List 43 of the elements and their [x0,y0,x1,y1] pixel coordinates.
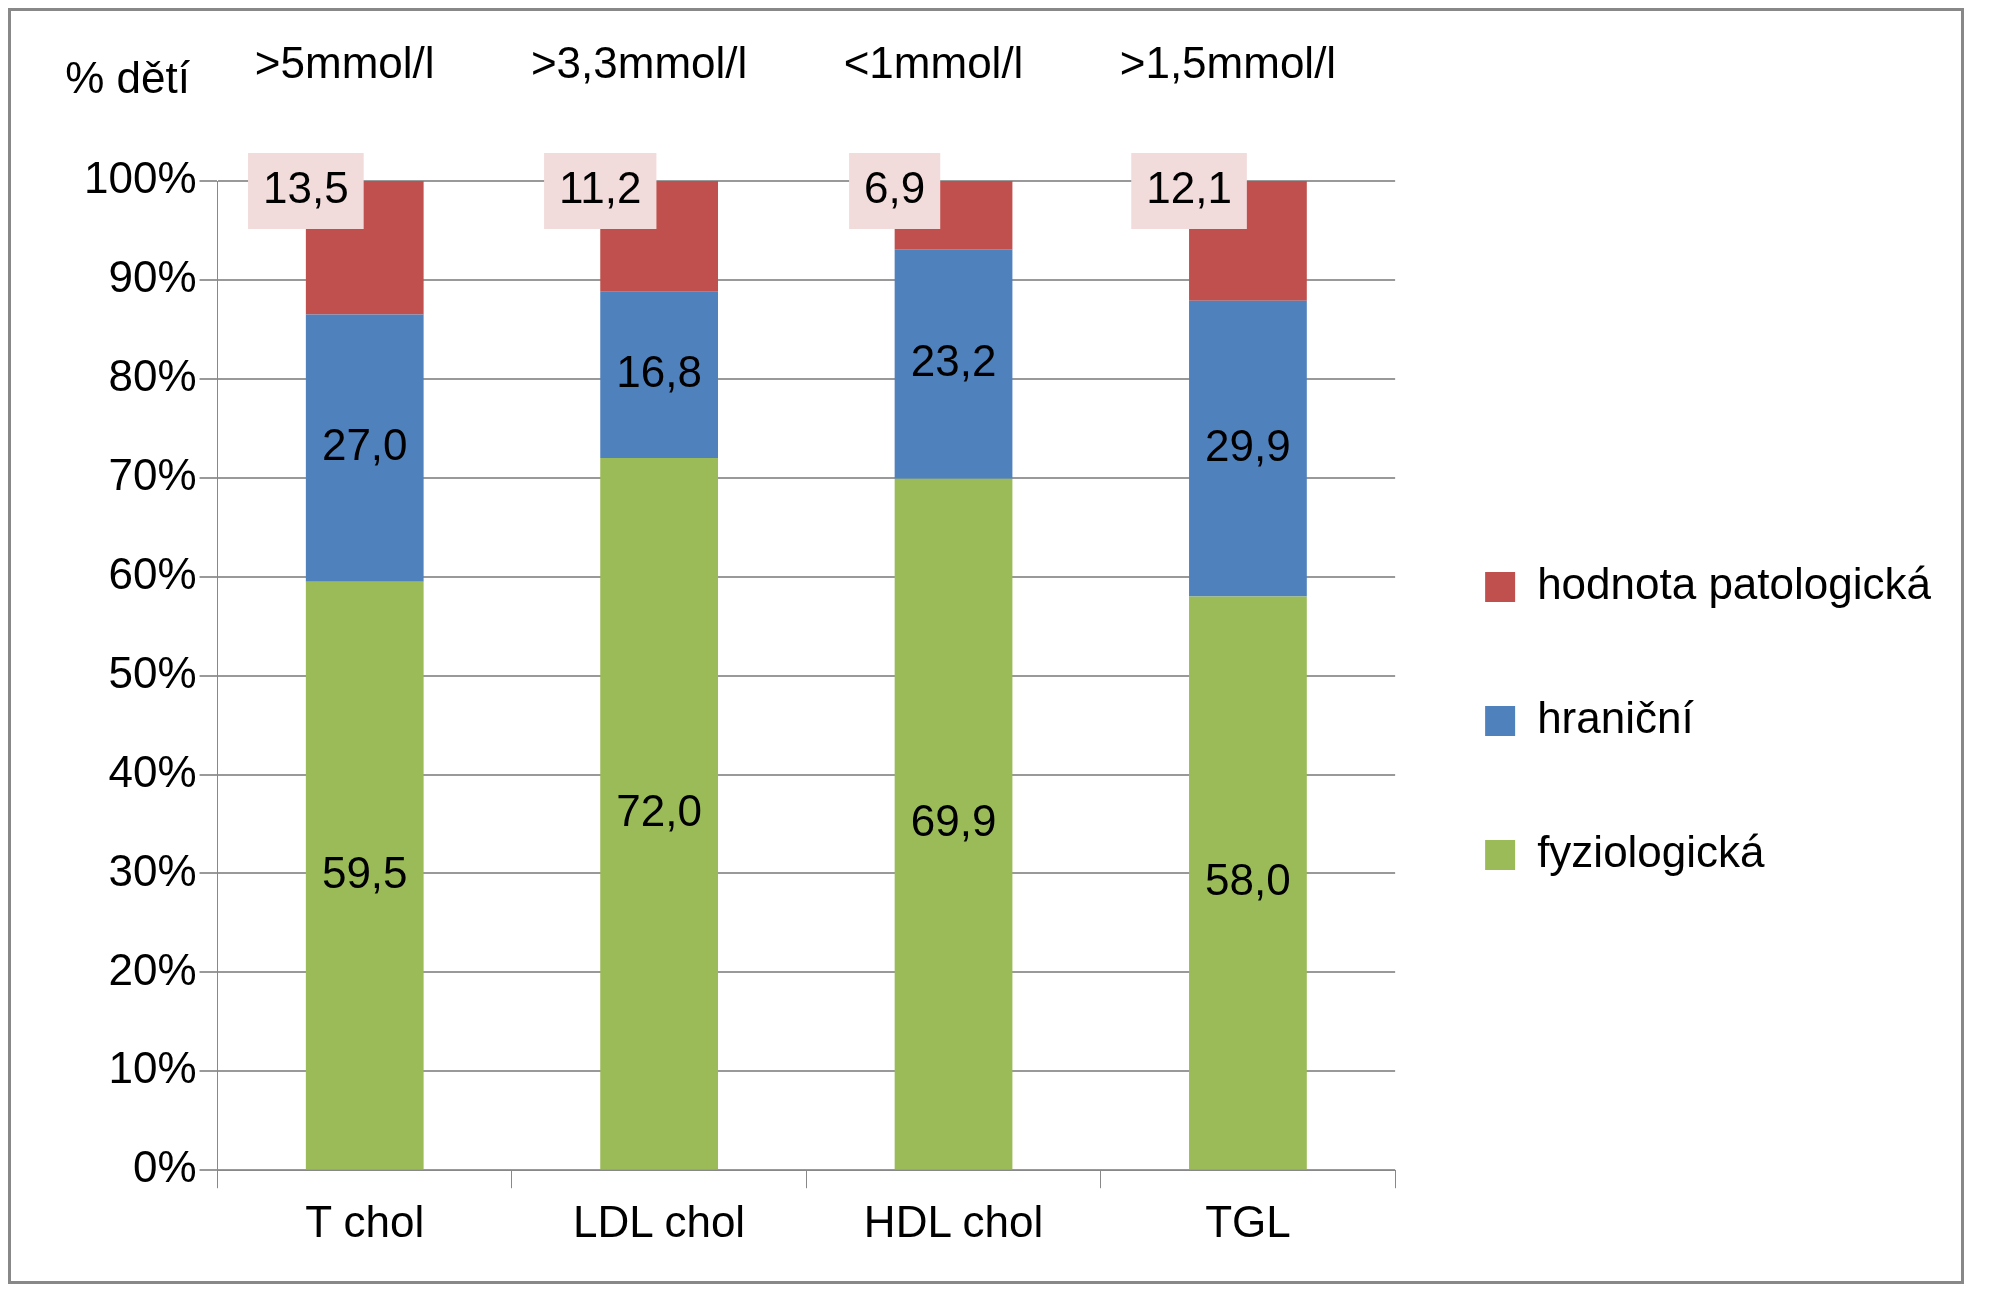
bar [894,249,1013,479]
bar [600,457,719,1170]
text: >5mmol/l [254,38,435,88]
y-tick-label: 20% [108,944,197,994]
y-tick-label: 60% [108,548,197,598]
data-label: 6,9 [864,163,926,213]
bar [305,314,424,582]
bar [1189,300,1307,597]
bar [600,291,719,458]
data-label: 23,2 [910,336,997,386]
data-label: 29,9 [1205,420,1291,470]
bar [894,478,1013,1170]
data-label: 12,1 [1146,163,1232,213]
text: >1,5mmol/l [1119,38,1337,88]
text: >3,3mmol/l [530,38,748,88]
y-tick-label: 80% [108,350,197,400]
data-label: 13,5 [263,163,349,213]
x-tick-label: TGL [1205,1196,1291,1246]
data-label: 69,9 [910,796,997,846]
x-tick-label: LDL chol [573,1196,746,1246]
y-tick-label: 0% [132,1142,197,1192]
bar [305,581,424,1170]
text: <1mmol/l [843,38,1024,88]
data-label: 27,0 [321,420,408,470]
data-label: 72,0 [616,785,702,835]
data-label: 16,8 [616,347,702,397]
y-tick-label: 30% [108,845,197,895]
y-axis-title: % dětí [65,53,191,103]
y-tick-label: 70% [108,449,197,499]
y-tick-label: 40% [108,746,197,796]
bar [1189,596,1307,1170]
y-tick-label: 10% [108,1043,197,1093]
legend-label: fyziologická [1537,827,1766,877]
y-tick-label: 100% [83,153,197,203]
data-label: 59,5 [321,847,408,897]
legend-label: hodnota patologická [1537,559,1932,609]
x-tick-label: T chol [305,1196,425,1246]
legend-label: hraniční [1537,693,1695,743]
y-tick-label: 90% [108,252,197,302]
x-tick-label: HDL chol [863,1196,1044,1246]
data-label: 58,0 [1205,854,1291,904]
y-tick-label: 50% [108,647,197,697]
data-label: 11,2 [559,163,642,213]
